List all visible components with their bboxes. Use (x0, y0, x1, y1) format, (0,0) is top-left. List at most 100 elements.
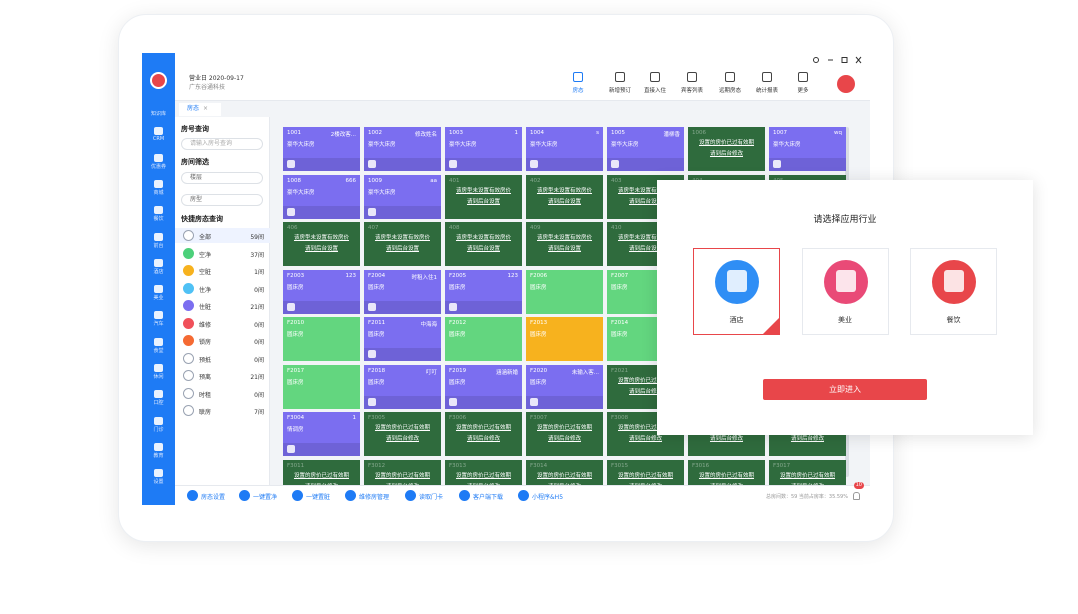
tab[interactable]: 房态 × (179, 103, 221, 116)
type-select[interactable]: 房型 (181, 194, 263, 206)
room-icon (773, 160, 781, 168)
room-no: F2013 (530, 320, 548, 326)
room-card[interactable]: 1006 设置的房价已过有效期 请到后台修改 (688, 127, 765, 171)
room-card[interactable]: 407 该房型未设置有效房价 请到后台设置 (364, 222, 441, 266)
room-card[interactable]: F2017 圆床房 (283, 364, 360, 409)
room-card[interactable]: 1001 2楼改客... 豪华大床房 (283, 127, 360, 171)
room-no: F3005 (368, 415, 386, 421)
room-card[interactable]: F2004 时租入住1 圆床房 (364, 269, 441, 314)
sidebar-icon[interactable] (154, 127, 163, 136)
nav-label[interactable]: 宾客列表 (680, 88, 703, 94)
room-type: 情调房 (287, 427, 304, 433)
sidebar-icon[interactable] (154, 153, 163, 162)
room-card[interactable]: F3005 设置的房价已过有效期 请到后台修改 (364, 412, 441, 456)
room-card[interactable]: F3004 1 情调房 (283, 412, 360, 456)
status-row[interactable]: 时租 0间 (175, 386, 270, 401)
industry-option[interactable]: 酒店 (693, 248, 780, 335)
room-notice: 该房型未设置有效房价 (536, 187, 592, 194)
room-type: 豪华大床房 (368, 189, 396, 196)
sidebar-label: 商城 (153, 189, 164, 196)
nav-icon[interactable] (615, 72, 625, 82)
room-card[interactable]: 401 该房型未设置有效房价 请到后台设置 (445, 174, 522, 219)
room-card[interactable]: F2012 圆床房 (445, 317, 522, 361)
room-card[interactable]: F3007 设置的房价已过有效期 请到后台修改 (526, 412, 603, 456)
option-icon-inner (727, 270, 747, 292)
sidebar-icon[interactable] (154, 285, 163, 294)
room-card[interactable]: 408 该房型未设置有效房价 请到后台设置 (445, 222, 522, 266)
sidebar-icon[interactable] (154, 337, 163, 346)
status-row[interactable]: 预抵 0间 (175, 351, 270, 366)
room-card[interactable]: F2005 123 圆床房 (445, 269, 522, 314)
status-row[interactable]: 住脏 21间 (175, 298, 270, 313)
nav-icon[interactable] (725, 72, 735, 82)
sidebar-icon[interactable] (154, 469, 163, 478)
room-card[interactable]: 1005 潘柳香 豪华大床房 (607, 127, 684, 171)
industry-option[interactable]: 餐饮 (910, 248, 997, 335)
sidebar-icon[interactable] (154, 311, 163, 320)
room-card[interactable]: F2010 圆床房 (283, 317, 360, 361)
status-row[interactable]: 空脏 1间 (175, 263, 270, 278)
status-count: 21间 (250, 304, 264, 311)
room-card[interactable]: F2003 123 圆床房 (283, 269, 360, 314)
enter-button[interactable]: 立即进入 (763, 379, 927, 400)
room-card[interactable]: F2020 未输入客... 圆床房 (526, 364, 603, 409)
room-card[interactable]: 1002 修改姓名 豪华大床房 (364, 127, 441, 171)
industry-option[interactable]: 美业 (801, 248, 889, 335)
status-row[interactable]: 预离 21间 (175, 368, 270, 383)
room-card[interactable]: F3006 设置的房价已过有效期 请到后台修改 (445, 412, 522, 456)
bell[interactable] (853, 492, 860, 500)
status-row[interactable]: 全部 59间 (175, 228, 270, 243)
nav-icon[interactable] (650, 72, 660, 82)
icon-strip (283, 158, 360, 171)
room-no: 1007 (773, 130, 787, 136)
nav-label[interactable]: 直接入住 (643, 88, 666, 94)
nav-icon[interactable] (762, 72, 772, 82)
room-no: F2014 (611, 320, 629, 326)
room-notice: 请到后台修改 (547, 436, 581, 442)
sidebar-icon[interactable] (154, 206, 163, 215)
room-type: 豪华大床房 (611, 142, 639, 148)
sidebar-icon[interactable] (154, 258, 163, 267)
guest-name: 666 (345, 177, 357, 184)
floor-select[interactable]: 楼层 (181, 172, 263, 184)
nav-label[interactable]: 远期房态 (718, 88, 741, 94)
nav-icon[interactable] (573, 72, 583, 82)
search-input[interactable]: 请输入房号查询 (181, 138, 263, 150)
room-card[interactable]: F2006 圆床房 (526, 269, 603, 314)
room-card[interactable]: F2018 叮叮 圆床房 (364, 364, 441, 409)
guest-name: 1 (352, 415, 357, 421)
room-notice: 设置的房价已过有效期 (536, 472, 592, 479)
sidebar-icon[interactable] (154, 442, 163, 451)
room-card[interactable]: 1009 aa 豪华大床房 (364, 174, 441, 219)
room-card[interactable]: 1008 666 豪华大床房 (283, 174, 360, 219)
room-notice: 设置的房价已过有效期 (779, 472, 835, 479)
room-card[interactable]: 1003 1 豪华大床房 (445, 127, 522, 171)
nav-label[interactable]: 新增预订 (608, 88, 631, 94)
nav-label[interactable]: 房态 (572, 88, 584, 94)
sidebar-icon[interactable] (154, 390, 163, 399)
room-card[interactable]: F2011 中海海 圆床房 (364, 317, 441, 361)
status-row[interactable]: 锁房 0间 (175, 333, 270, 348)
room-notice: 设置的房价已过有效期 (536, 425, 592, 431)
nav-label[interactable]: 统计报表 (755, 88, 778, 94)
room-card[interactable]: F2019 涵涵新婚 圆床房 (445, 364, 522, 409)
status-row[interactable]: 住净 0间 (175, 281, 270, 296)
sidebar-icon[interactable] (154, 232, 163, 241)
room-card[interactable]: F2013 圆床房 (526, 317, 603, 361)
nav-icon[interactable] (687, 72, 697, 82)
sidebar-icon[interactable] (154, 179, 163, 188)
room-card[interactable]: 406 该房型未设置有效房价 请到后台设置 (283, 222, 360, 266)
placeholder: 请输入房号查询 (190, 140, 233, 147)
room-card[interactable]: 1004 s 豪华大床房 (526, 127, 603, 171)
room-card[interactable]: 402 该房型未设置有效房价 请到后台设置 (526, 174, 603, 219)
status-row[interactable]: 空净 37间 (175, 246, 270, 261)
room-card[interactable]: 1007 wq 豪华大床房 (769, 127, 846, 171)
status-row[interactable]: 联房 7间 (175, 403, 270, 418)
status-name: 空脏 (199, 269, 212, 276)
nav-icon[interactable] (798, 72, 808, 82)
nav-label[interactable]: 更多 (797, 88, 809, 94)
room-card[interactable]: 409 该房型未设置有效房价 请到后台设置 (526, 222, 603, 266)
status-row[interactable]: 维修 0间 (175, 316, 270, 331)
sidebar-icon[interactable] (154, 416, 163, 425)
sidebar-icon[interactable] (154, 364, 163, 372)
